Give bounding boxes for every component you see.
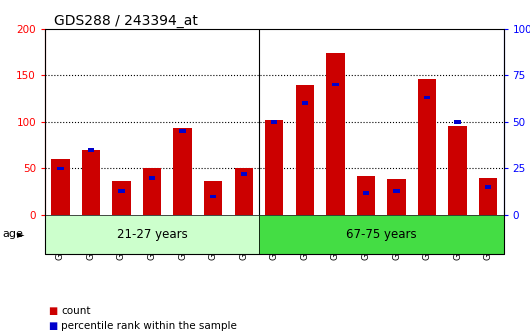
Bar [82,150,100,215]
Bar [118,189,125,193]
Bar [57,167,64,170]
Text: 67-75 years: 67-75 years [346,228,417,241]
Text: 21-27 years: 21-27 years [117,228,188,241]
Bar [326,53,345,215]
Bar [210,195,216,198]
Bar [235,168,253,215]
Text: age: age [3,229,23,239]
Bar [424,96,430,99]
Text: ►: ► [17,229,24,239]
Text: count: count [61,306,91,316]
Bar [387,179,405,215]
Bar [51,159,69,215]
Bar [241,172,247,176]
Bar [179,129,186,133]
Bar [485,185,491,189]
Bar [296,85,314,215]
Bar [393,189,400,193]
Text: ■: ■ [48,306,57,316]
Bar [357,176,375,215]
Text: percentile rank within the sample: percentile rank within the sample [61,321,237,331]
Bar [143,168,161,215]
Bar [173,128,192,215]
Bar [87,148,94,152]
Bar [479,178,497,215]
Text: ■: ■ [48,321,57,331]
Bar [332,83,339,86]
Text: GDS288 / 243394_at: GDS288 / 243394_at [54,13,198,28]
Bar [448,126,467,215]
Bar [149,176,155,180]
Bar [418,79,436,215]
Bar [454,120,461,124]
Bar [302,101,308,105]
Bar [204,181,222,215]
Bar [271,120,278,124]
Bar [112,181,130,215]
Bar [265,120,284,215]
Bar [363,191,369,195]
